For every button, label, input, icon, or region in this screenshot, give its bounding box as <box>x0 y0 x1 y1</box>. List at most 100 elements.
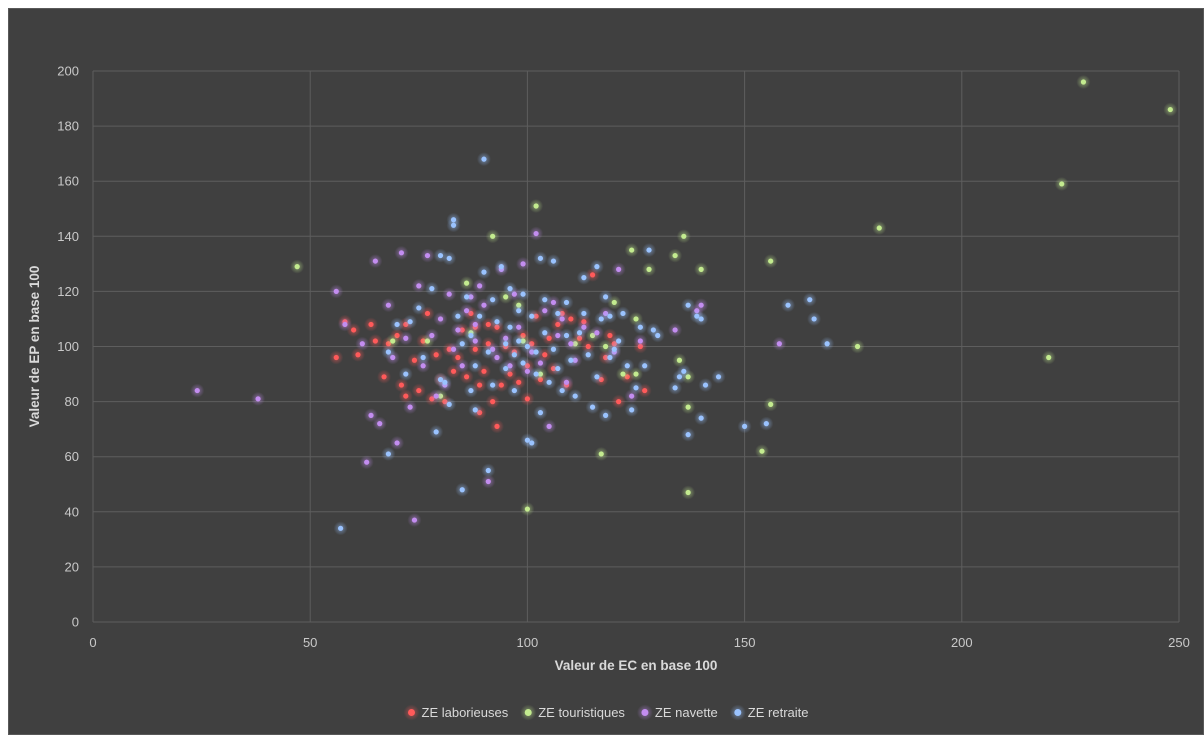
legend-label: ZE touristiques <box>538 705 625 720</box>
data-point <box>481 156 487 162</box>
data-point <box>854 343 861 350</box>
data-point <box>576 330 583 336</box>
data-point <box>555 365 561 372</box>
data-point <box>490 399 496 405</box>
data-point <box>811 316 817 322</box>
data-point <box>368 321 374 328</box>
y-tick-label: 20 <box>65 559 79 574</box>
data-point <box>359 341 365 347</box>
data-point <box>768 258 774 264</box>
x-tick-label: 0 <box>89 635 96 650</box>
data-point <box>611 346 617 352</box>
data-point <box>585 343 591 350</box>
data-point <box>824 341 830 347</box>
data-point <box>407 404 413 410</box>
data-point <box>611 299 617 306</box>
data-point <box>507 324 513 330</box>
data-point <box>407 319 413 325</box>
data-point <box>377 421 383 427</box>
data-point <box>594 264 600 270</box>
data-point <box>607 332 613 339</box>
data-point <box>450 368 457 374</box>
data-point <box>620 310 626 317</box>
data-point <box>472 363 478 369</box>
data-point <box>333 288 339 294</box>
data-point <box>481 302 487 308</box>
data-point <box>398 250 405 256</box>
data-point <box>403 371 409 377</box>
data-point <box>516 338 522 344</box>
legend-label: ZE navette <box>655 705 718 720</box>
data-point <box>624 363 630 369</box>
data-point <box>633 385 639 391</box>
data-point <box>503 365 509 372</box>
x-tick-label: 200 <box>951 635 973 650</box>
data-point <box>546 423 552 429</box>
data-point <box>550 346 557 352</box>
data-points <box>190 75 1178 536</box>
data-point <box>646 266 652 272</box>
data-point <box>390 338 396 344</box>
data-point <box>616 399 622 405</box>
data-point <box>403 335 409 341</box>
data-point <box>424 252 431 259</box>
data-point <box>555 310 561 317</box>
legend-item: ZE navette <box>636 704 718 721</box>
data-point <box>485 467 491 474</box>
data-point <box>511 387 517 394</box>
data-point <box>411 517 418 523</box>
data-point <box>633 316 639 322</box>
data-point <box>494 423 500 429</box>
data-point <box>637 338 643 344</box>
data-point <box>681 368 687 374</box>
data-point <box>494 354 500 361</box>
data-point <box>616 338 622 344</box>
data-point <box>642 387 648 394</box>
data-point <box>481 269 487 275</box>
data-point <box>563 379 570 385</box>
data-point <box>529 313 535 319</box>
data-point <box>459 341 465 347</box>
data-point <box>472 407 478 413</box>
y-tick-label: 200 <box>57 64 79 79</box>
data-point <box>685 302 691 308</box>
data-point <box>477 382 483 388</box>
data-point <box>433 429 439 435</box>
data-point <box>763 421 769 427</box>
data-point <box>342 321 348 328</box>
data-point <box>446 291 452 297</box>
data-point <box>511 352 517 358</box>
data-point <box>463 308 470 314</box>
data-point <box>490 297 496 303</box>
data-point <box>450 217 457 223</box>
data-point <box>468 332 474 339</box>
data-point <box>672 252 678 259</box>
data-point <box>629 247 635 253</box>
x-tick-label: 250 <box>1168 635 1190 650</box>
data-point <box>472 321 478 328</box>
data-point <box>698 415 704 421</box>
data-point <box>433 352 439 358</box>
data-point <box>742 423 748 429</box>
data-point <box>459 487 465 493</box>
data-point <box>542 308 548 314</box>
data-point <box>490 233 496 239</box>
data-point <box>463 374 470 380</box>
data-point <box>768 401 774 407</box>
data-point <box>498 382 504 388</box>
data-point <box>338 525 344 531</box>
data-point <box>533 349 539 355</box>
x-axis-title: Valeur de EC en base 100 <box>555 658 718 673</box>
data-point <box>542 330 548 336</box>
data-point <box>629 393 635 399</box>
data-point <box>555 332 561 339</box>
y-axis-title: Valeur de EP en base 100 <box>27 266 42 428</box>
data-point <box>424 310 431 317</box>
legend-item: ZE touristiques <box>520 704 625 721</box>
data-point <box>477 313 483 319</box>
data-point <box>685 489 691 496</box>
data-point <box>594 330 600 336</box>
data-point <box>364 459 370 465</box>
data-point <box>463 294 470 300</box>
data-point <box>563 299 570 306</box>
